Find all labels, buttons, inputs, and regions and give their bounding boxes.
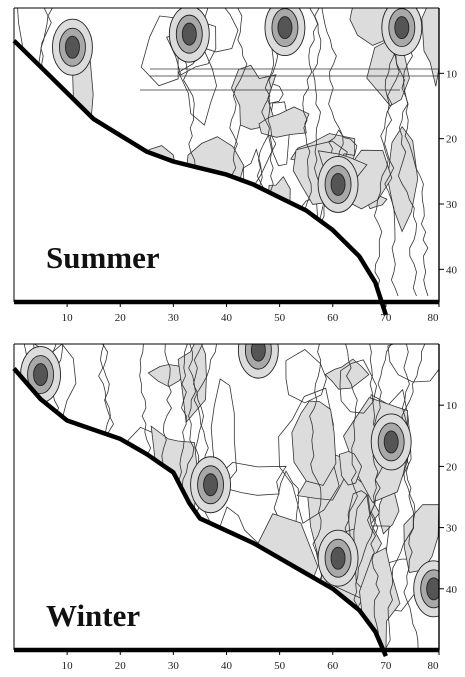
summer-y-tick-label: 20 (446, 134, 458, 146)
summer-x-tick-label: 80 (428, 312, 440, 324)
winter-hotspot-ring (250, 344, 266, 362)
winter-contour-patch (103, 456, 156, 583)
winter-hotspot-ring (426, 577, 439, 601)
winter-contour-patch (102, 472, 176, 541)
winter-contour-patch (324, 358, 370, 390)
winter-contour-patch (190, 517, 217, 625)
summer-coastline (12, 39, 389, 316)
summer-panel: 10 20 30 40 50 60 70 80 10 20 30 40 Summer (0, 0, 465, 330)
summer-x-tick-label: 20 (115, 312, 127, 324)
winter-x-tick-label: 30 (168, 660, 180, 672)
winter-contour-patch (339, 359, 378, 414)
winter-contour-patch (200, 554, 260, 657)
winter-x-tick-label: 10 (62, 660, 74, 672)
winter-contour-patch (62, 490, 85, 614)
winter-hotspot-ring (33, 363, 49, 387)
winter-contour-line (401, 344, 419, 649)
summer-hotspot-ring (394, 16, 410, 40)
winter-coastline (12, 367, 388, 657)
summer-x-tick-label: 10 (62, 312, 74, 324)
summer-x-tick-label: 30 (168, 312, 180, 324)
winter-x-tick-label: 40 (221, 660, 233, 672)
summer-contour-patch (101, 186, 132, 240)
summer-x-tick-label: 70 (380, 312, 392, 324)
summer-x-tick-label: 40 (221, 312, 233, 324)
summer-x-tick-label: 60 (327, 312, 339, 324)
summer-hotspot-ring (330, 172, 346, 196)
winter-x-tick-label: 20 (115, 660, 127, 672)
summer-y-tick-label: 30 (446, 199, 458, 211)
winter-y-tick-label: 30 (446, 523, 458, 535)
summer-y-tick-label: 10 (446, 68, 458, 80)
summer-contour-patch (328, 129, 358, 164)
winter-x-tick-label: 70 (380, 660, 392, 672)
winter-y-tick-label: 20 (446, 461, 458, 473)
summer-contour-patch (112, 197, 169, 236)
summer-y-tick-label: 40 (446, 264, 458, 276)
winter-contour-patch (387, 344, 439, 383)
summer-season-label: Summer (46, 240, 160, 275)
winter-contour-patch (56, 498, 126, 589)
winter-contour-patch (278, 387, 340, 524)
winter-contour-chart: 10 20 30 40 50 60 70 80 10 20 30 40 Winter (12, 343, 458, 672)
winter-contour-line (352, 344, 381, 649)
summer-contour-patch (244, 212, 304, 297)
winter-contour-line (385, 344, 426, 649)
winter-x-tick-label: 80 (428, 660, 440, 672)
summer-contour-chart: 10 20 30 40 50 60 70 80 10 20 30 40 Summer (12, 7, 458, 324)
summer-hotspot-ring (277, 16, 293, 40)
summer-contour-patch (177, 49, 218, 126)
winter-contour-patch (144, 559, 174, 623)
winter-y-tick-label: 10 (446, 400, 458, 412)
summer-contour-patch (175, 195, 202, 245)
summer-contour-patch (237, 183, 269, 249)
summer-contour-patch (421, 8, 439, 87)
winter-contour-patch (338, 450, 363, 486)
winter-contour-patch (76, 476, 114, 592)
winter-contour-patch (291, 400, 337, 486)
winter-contour-patch (145, 526, 197, 621)
winter-hotspot-ring (203, 473, 219, 497)
winter-y-tick-label: 40 (446, 584, 458, 596)
summer-contour-patch (14, 153, 45, 215)
summer-contour-patch (258, 106, 310, 138)
winter-contour-patch (147, 364, 187, 388)
winter-contour-line (367, 344, 396, 649)
winter-contour-patch (55, 533, 154, 602)
winter-x-tick-label: 60 (327, 660, 339, 672)
winter-hotspot-ring (383, 430, 399, 454)
winter-panel: 10 20 30 40 50 60 70 80 10 20 30 40 Winter (0, 336, 465, 677)
winter-season-label: Winter (46, 598, 140, 633)
summer-hotspot-ring (181, 22, 197, 46)
summer-x-tick-label: 50 (274, 312, 286, 324)
winter-x-tick-label: 50 (274, 660, 286, 672)
winter-hotspot-ring (330, 546, 346, 570)
summer-hotspot-ring (64, 35, 80, 59)
